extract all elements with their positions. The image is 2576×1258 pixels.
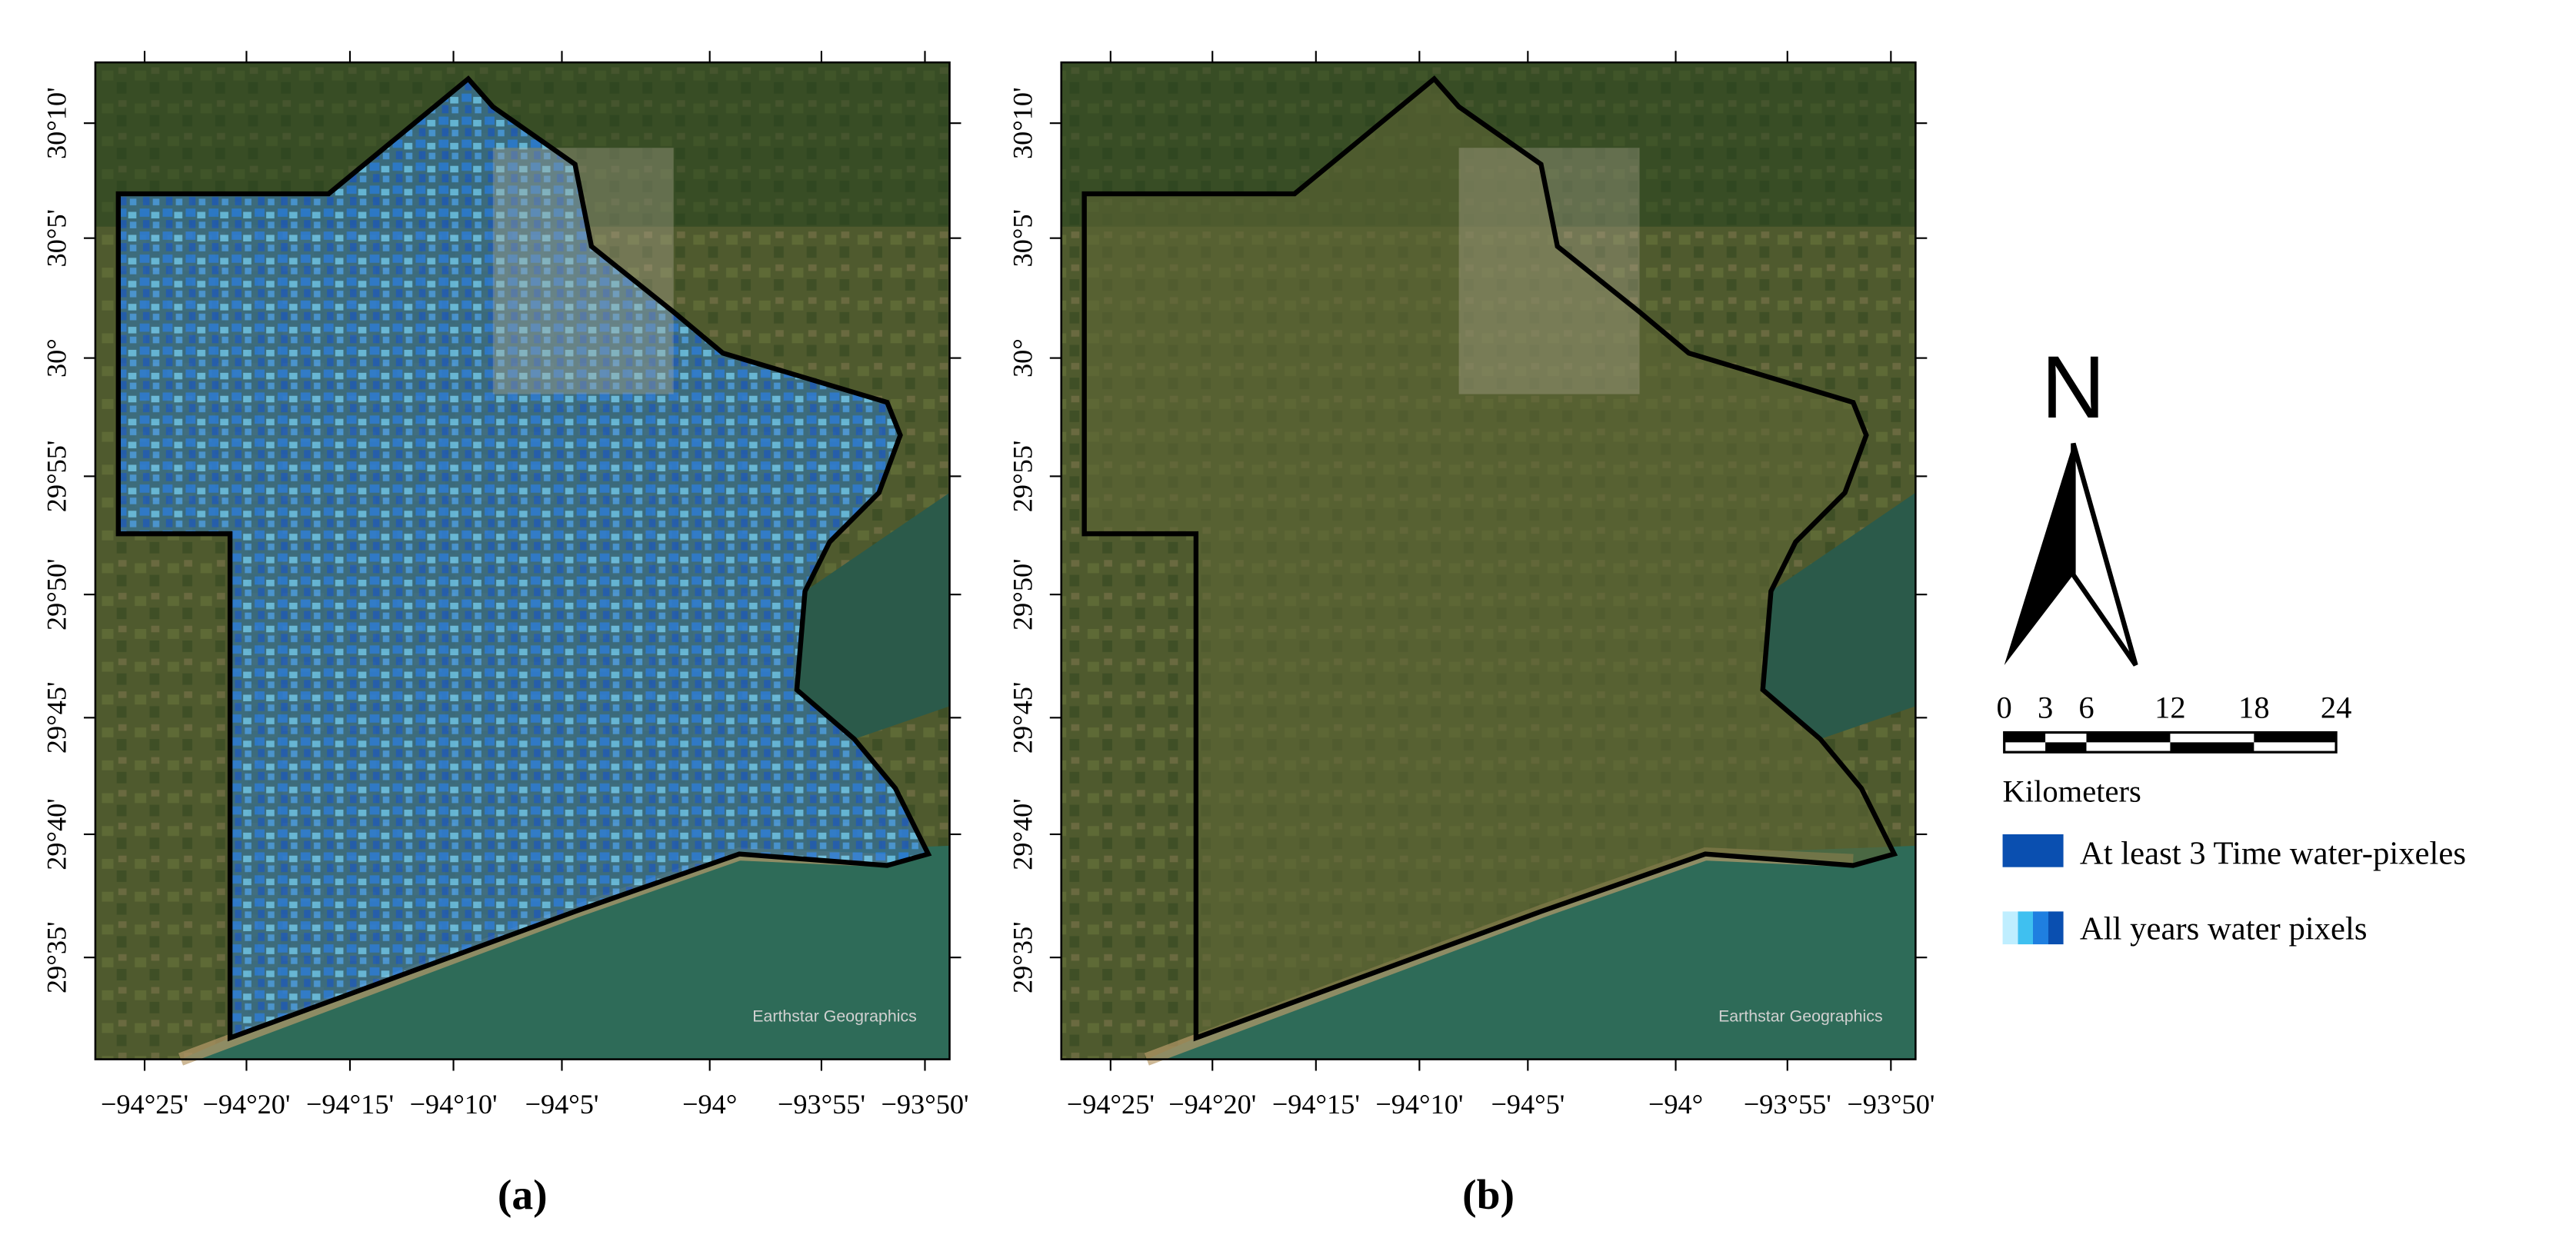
lat-tick-label: 29°55' <box>41 441 72 513</box>
lon-tick-label: −94°20' <box>1168 1089 1256 1120</box>
lat-tick-label: 29°40' <box>41 798 72 870</box>
bay <box>1762 492 1916 740</box>
sea <box>1061 845 1916 1060</box>
lat-tick-label: 30° <box>1007 338 1038 378</box>
legend-label: At least 3 Time water-pixeles <box>2080 835 2466 871</box>
lon-tick-label: −94°10' <box>1375 1089 1463 1120</box>
lon-tick-label: −93°50' <box>881 1089 968 1120</box>
lat-tick-label: 30°10' <box>41 87 72 159</box>
lat-tick-label: 29°35' <box>41 921 72 993</box>
lon-tick-label: −94°25' <box>1067 1089 1155 1120</box>
lat-tick-label: 29°55' <box>1007 441 1038 513</box>
map-frame <box>94 61 951 1060</box>
county-area <box>118 78 928 1038</box>
county-area <box>1084 78 1895 1038</box>
attribution: Earthstar Geographics <box>1718 1007 1883 1025</box>
scale-unit: Kilometers <box>2003 774 2141 808</box>
lat-tick-label: 29°35' <box>1007 921 1038 993</box>
legend-swatch <box>2002 834 2064 867</box>
lat-tick-label: 30°5' <box>41 209 72 268</box>
lon-tick-label: −94° <box>682 1089 737 1120</box>
legend-label: All years water pixels <box>2080 911 2368 947</box>
scale-label: 3 <box>2038 690 2053 724</box>
sea <box>95 845 950 1060</box>
lon-tick-label: −94°15' <box>1272 1089 1360 1120</box>
lon-tick-label: −94°25' <box>101 1089 188 1120</box>
north-label: N <box>2041 338 2105 437</box>
lat-tick-label: 30°10' <box>1007 87 1038 159</box>
lon-tick-label: −93°55' <box>1744 1089 1831 1120</box>
lon-tick-label: −93°50' <box>1847 1089 1934 1120</box>
lat-tick-label: 30°5' <box>1007 209 1038 268</box>
lat-tick-label: 29°50' <box>41 558 72 631</box>
panel-label: (a) <box>498 1172 548 1219</box>
bay <box>796 492 950 740</box>
scale-label: 6 <box>2078 690 2094 724</box>
lon-tick-label: −94°20' <box>202 1089 290 1120</box>
lat-tick-label: 29°45' <box>1007 682 1038 754</box>
lon-tick-label: −94°15' <box>306 1089 394 1120</box>
lat-tick-label: 30° <box>41 338 72 378</box>
lat-tick-label: 29°50' <box>1007 558 1038 631</box>
map-panel: Earthstar Geographics −94°25' −94°20' −94°1… <box>41 51 969 1219</box>
lon-tick-label: −94° <box>1648 1089 1703 1120</box>
urban-area <box>492 148 674 394</box>
map-panel: Earthstar Geographics −94°25' −94°20' −94°1… <box>1007 51 1934 1219</box>
scale-label: 24 <box>2321 690 2352 724</box>
lon-tick-label: −94°5' <box>525 1089 598 1120</box>
urban-area <box>1458 148 1640 394</box>
north-arrow-left <box>2004 443 2074 665</box>
map-frame <box>1060 61 1917 1060</box>
legend-swatch <box>2002 911 2064 945</box>
lat-tick-label: 29°40' <box>1007 798 1038 870</box>
scale-bar <box>2003 731 2338 754</box>
lon-tick-label: −94°10' <box>409 1089 497 1120</box>
county-boundary <box>115 75 932 1042</box>
lon-tick-label: −94°5' <box>1491 1089 1565 1120</box>
scale-label: 18 <box>2238 690 2270 724</box>
scale-label: 12 <box>2154 690 2186 724</box>
lat-tick-label: 29°45' <box>41 682 72 754</box>
attribution: Earthstar Geographics <box>752 1007 917 1025</box>
north-arrow-right <box>2071 442 2138 667</box>
scale-label: 0 <box>1997 690 2012 724</box>
county-boundary <box>1081 75 1898 1042</box>
lon-tick-label: −93°55' <box>778 1089 865 1120</box>
panel-label: (b) <box>1462 1172 1515 1219</box>
